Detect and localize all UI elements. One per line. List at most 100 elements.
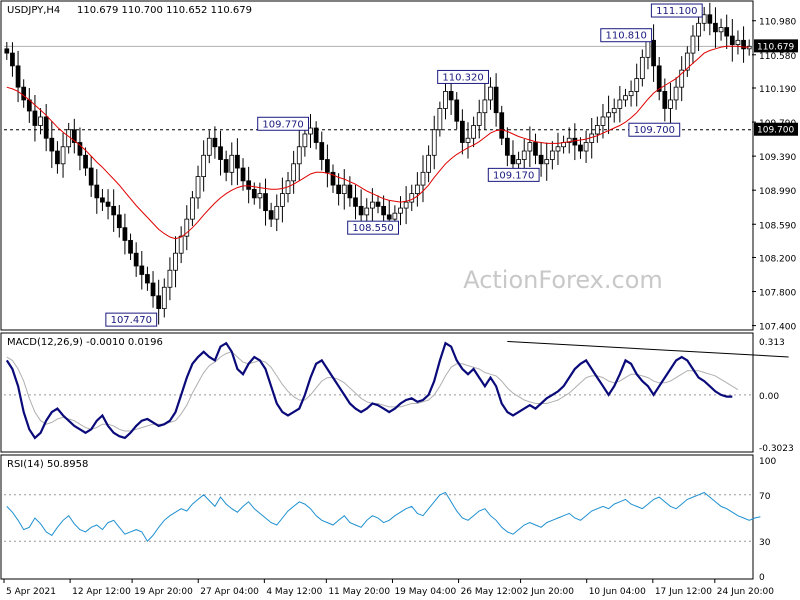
candle-body	[476, 112, 482, 126]
candle-body	[43, 116, 49, 139]
price-annotation: 108.550	[347, 220, 399, 235]
candle-body	[600, 116, 606, 126]
candle-body	[533, 142, 538, 156]
candle	[308, 114, 313, 148]
candle	[206, 130, 212, 164]
candle-body	[111, 205, 117, 216]
candle	[218, 130, 223, 176]
candle-body	[302, 133, 308, 148]
candle	[100, 189, 105, 211]
candle-body	[358, 205, 364, 216]
candle-body	[206, 137, 212, 156]
candle-body	[578, 144, 583, 152]
level-badge-bg	[754, 122, 798, 136]
candle-body	[330, 171, 336, 186]
candle-body	[684, 52, 690, 71]
annotation-label: 111.100	[656, 6, 697, 17]
candle-body	[313, 127, 319, 143]
candle	[594, 116, 600, 143]
candle	[116, 205, 122, 238]
candle-body	[190, 197, 195, 220]
candle	[184, 205, 190, 251]
candle	[190, 191, 195, 226]
candle-body	[364, 207, 370, 216]
candle	[111, 189, 117, 232]
candle-body	[308, 127, 313, 135]
candle	[325, 144, 330, 188]
annotation-box	[437, 69, 489, 84]
candle-body	[173, 252, 178, 271]
candle-body	[673, 86, 679, 101]
candle-body	[15, 65, 21, 88]
candle-body	[713, 22, 718, 33]
candle	[679, 56, 685, 102]
candle	[735, 30, 741, 55]
candle-body	[465, 137, 471, 143]
candle	[718, 18, 724, 41]
candle	[167, 257, 173, 301]
candle	[268, 202, 274, 227]
rsi-axis-label: 100	[759, 457, 776, 467]
level-badge: 109.700	[754, 122, 798, 136]
x-axis-label: 10 Jun 04:00	[589, 587, 646, 597]
candle	[246, 166, 252, 204]
candle	[673, 77, 679, 110]
price-annotation: 107.470	[105, 312, 158, 327]
candle	[223, 150, 229, 182]
candle-body	[386, 214, 392, 220]
rsi-label: RSI(14) 50.8958	[7, 459, 88, 470]
candle	[313, 121, 319, 150]
candle	[122, 213, 128, 255]
candle-body	[471, 125, 476, 139]
price-annotation: 109.700	[628, 122, 681, 137]
price-axis-label: 108.200	[759, 254, 796, 264]
x-axis-label: 12 Apr 12:00	[72, 587, 131, 597]
candle	[60, 132, 66, 178]
candle-body	[662, 91, 668, 109]
price-axis-label: 110.980	[759, 18, 796, 28]
candle	[684, 46, 690, 77]
candle-body	[353, 197, 358, 207]
candle	[426, 145, 431, 183]
price-candles	[4, 2, 752, 325]
price-annotation: 110.810	[600, 28, 653, 43]
rsi-axis-label: 30	[759, 538, 771, 548]
candle-body	[88, 167, 94, 186]
candle	[482, 82, 488, 130]
candle	[161, 278, 167, 318]
price-axis-label: 110.580	[759, 52, 796, 62]
candle	[690, 25, 696, 64]
x-axis-label: 17 Jun 12:00	[655, 587, 712, 597]
candle-body	[735, 39, 741, 45]
candle-body	[105, 201, 111, 207]
candle-body	[392, 212, 398, 220]
candle	[668, 82, 673, 126]
candle-body	[235, 154, 240, 169]
candle-body	[263, 193, 268, 212]
candle	[364, 198, 370, 225]
candle-body	[729, 35, 735, 45]
price-axis-label: 110.190	[759, 85, 796, 95]
candle-body	[594, 125, 600, 135]
candle	[504, 127, 510, 167]
macd-axis-label: 0.313	[759, 338, 785, 348]
candle-body	[645, 39, 651, 58]
candle	[617, 85, 623, 123]
candle-body	[572, 137, 578, 146]
candle-body	[280, 193, 285, 207]
candle-body	[55, 150, 60, 165]
macd-trendline	[507, 340, 789, 358]
candle-body	[504, 137, 510, 156]
candle-body	[167, 269, 173, 288]
candle-body	[623, 95, 628, 101]
candle-body	[516, 159, 521, 165]
candle-body	[724, 27, 730, 37]
candle	[156, 279, 162, 325]
candle	[15, 50, 21, 103]
candle	[280, 177, 285, 223]
candle	[4, 42, 10, 60]
candle	[459, 109, 465, 155]
candle-body	[257, 193, 263, 199]
candle	[538, 142, 544, 177]
candle	[420, 155, 426, 203]
